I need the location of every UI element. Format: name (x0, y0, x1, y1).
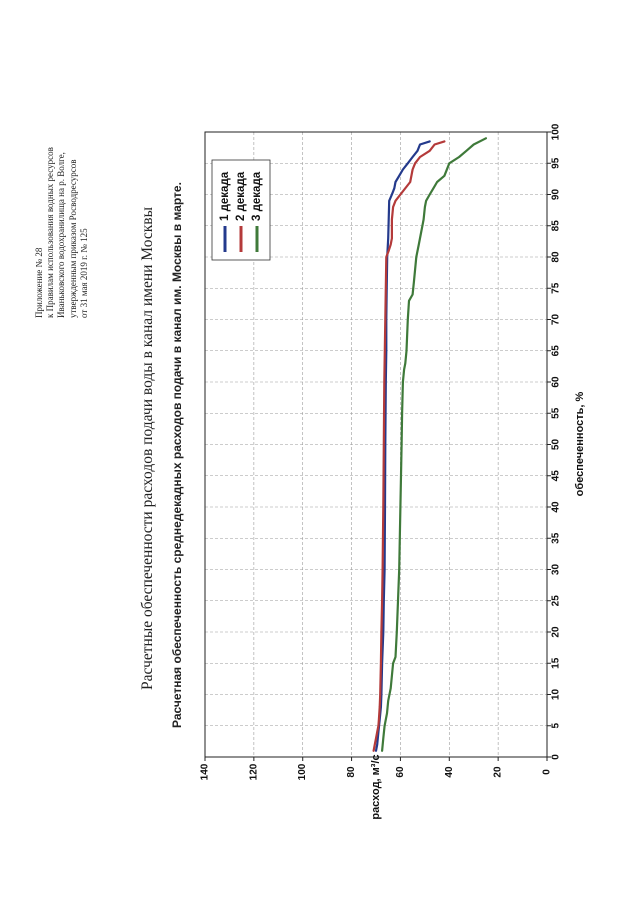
x-tick-label: 90 (551, 189, 562, 201)
y-tick-label: 60 (395, 766, 406, 778)
x-tick-label: 60 (551, 376, 562, 388)
x-tick-label: 30 (551, 564, 562, 576)
x-tick-label: 20 (551, 626, 562, 638)
x-tick-label: 65 (551, 345, 562, 357)
y-tick-label: 140 (200, 763, 211, 780)
y-tick-label: 40 (444, 766, 455, 778)
x-tick-label: 75 (551, 282, 562, 294)
x-axis-label: обеспеченность, % (574, 391, 586, 496)
plot-area (204, 131, 548, 758)
y-tick-label: 80 (346, 766, 357, 778)
x-tick-label: 45 (551, 470, 562, 482)
y-tick-label: 20 (493, 766, 504, 778)
legend-label-3: 3 декада (251, 171, 263, 221)
x-tick-label: 5 (551, 723, 562, 729)
x-tick-label: 80 (551, 251, 562, 263)
x-tick-label: 95 (551, 157, 562, 169)
legend-label-2: 2 декада (235, 171, 247, 221)
x-tick-label: 70 (551, 314, 562, 326)
x-tick-label: 40 (551, 501, 562, 513)
series-line-3 (381, 137, 487, 752)
x-tick-label: 85 (551, 220, 562, 232)
x-tick-label: 50 (551, 439, 562, 451)
y-tick-label: 0 (542, 769, 553, 775)
x-tick-label: 25 (551, 595, 562, 607)
y-tick-label: 100 (297, 763, 308, 780)
legend-label-1: 1 декада (219, 171, 231, 221)
x-tick-label: 35 (551, 532, 562, 544)
x-tick-label: 55 (551, 407, 562, 419)
x-tick-label: 10 (551, 689, 562, 701)
x-tick-label: 0 (551, 754, 562, 760)
y-axis-label: расход, м³/с (370, 754, 382, 819)
y-tick-label: 120 (248, 763, 259, 780)
series-line-2 (372, 140, 446, 752)
x-tick-label: 100 (551, 123, 562, 140)
x-tick-label: 15 (551, 657, 562, 669)
